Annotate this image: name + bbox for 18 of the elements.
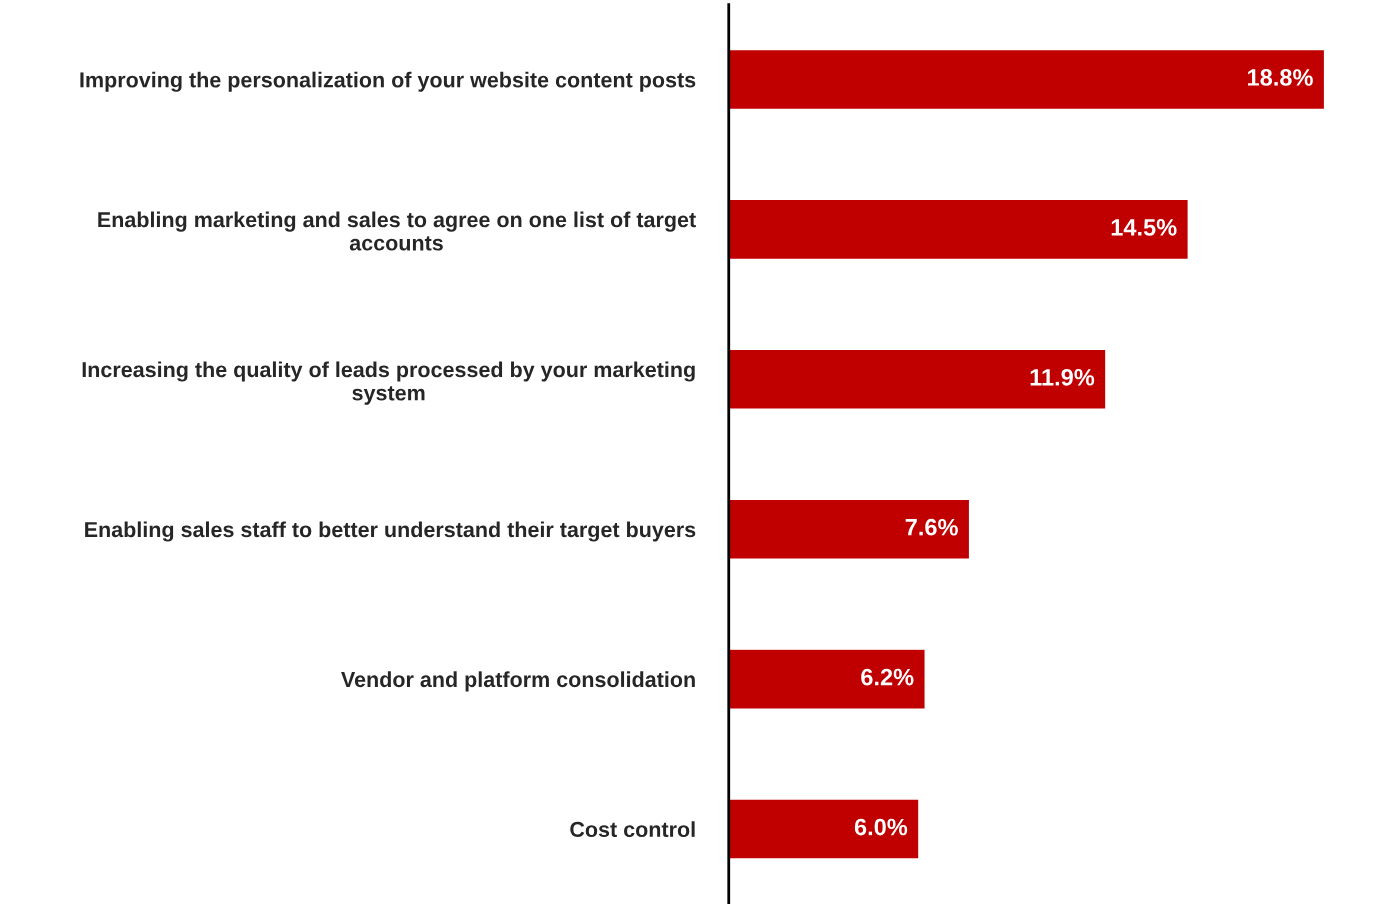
y-tick-label: Increasing the quality of leads processed by your marketing system [82, 361, 695, 405]
y-tick-label: Enabling marketing and sales to agree on one list of target accounts [98, 211, 696, 251]
y-tick-label: Enabling sales staff to better understand their target buyers [85, 521, 696, 542]
data-label: 6.0% [854, 818, 908, 836]
bar [728, 48, 1326, 111]
y-tick-label: Cost control [570, 821, 695, 838]
data-label: 18.8% [1248, 69, 1313, 86]
data-label: 11.9% [1030, 368, 1095, 386]
data-label: 7.6% [905, 518, 958, 536]
bar [728, 498, 971, 560]
data-label: 14.5% [1111, 219, 1177, 236]
bar [728, 348, 1107, 410]
bar [728, 648, 926, 710]
y-tick-label: Improving the personalization of your website content posts [80, 71, 696, 92]
data-label: 6.2% [861, 668, 914, 686]
bar [728, 198, 1189, 261]
bar [728, 798, 920, 860]
y-tick-label: Vendor and platform consolidation [341, 671, 695, 692]
